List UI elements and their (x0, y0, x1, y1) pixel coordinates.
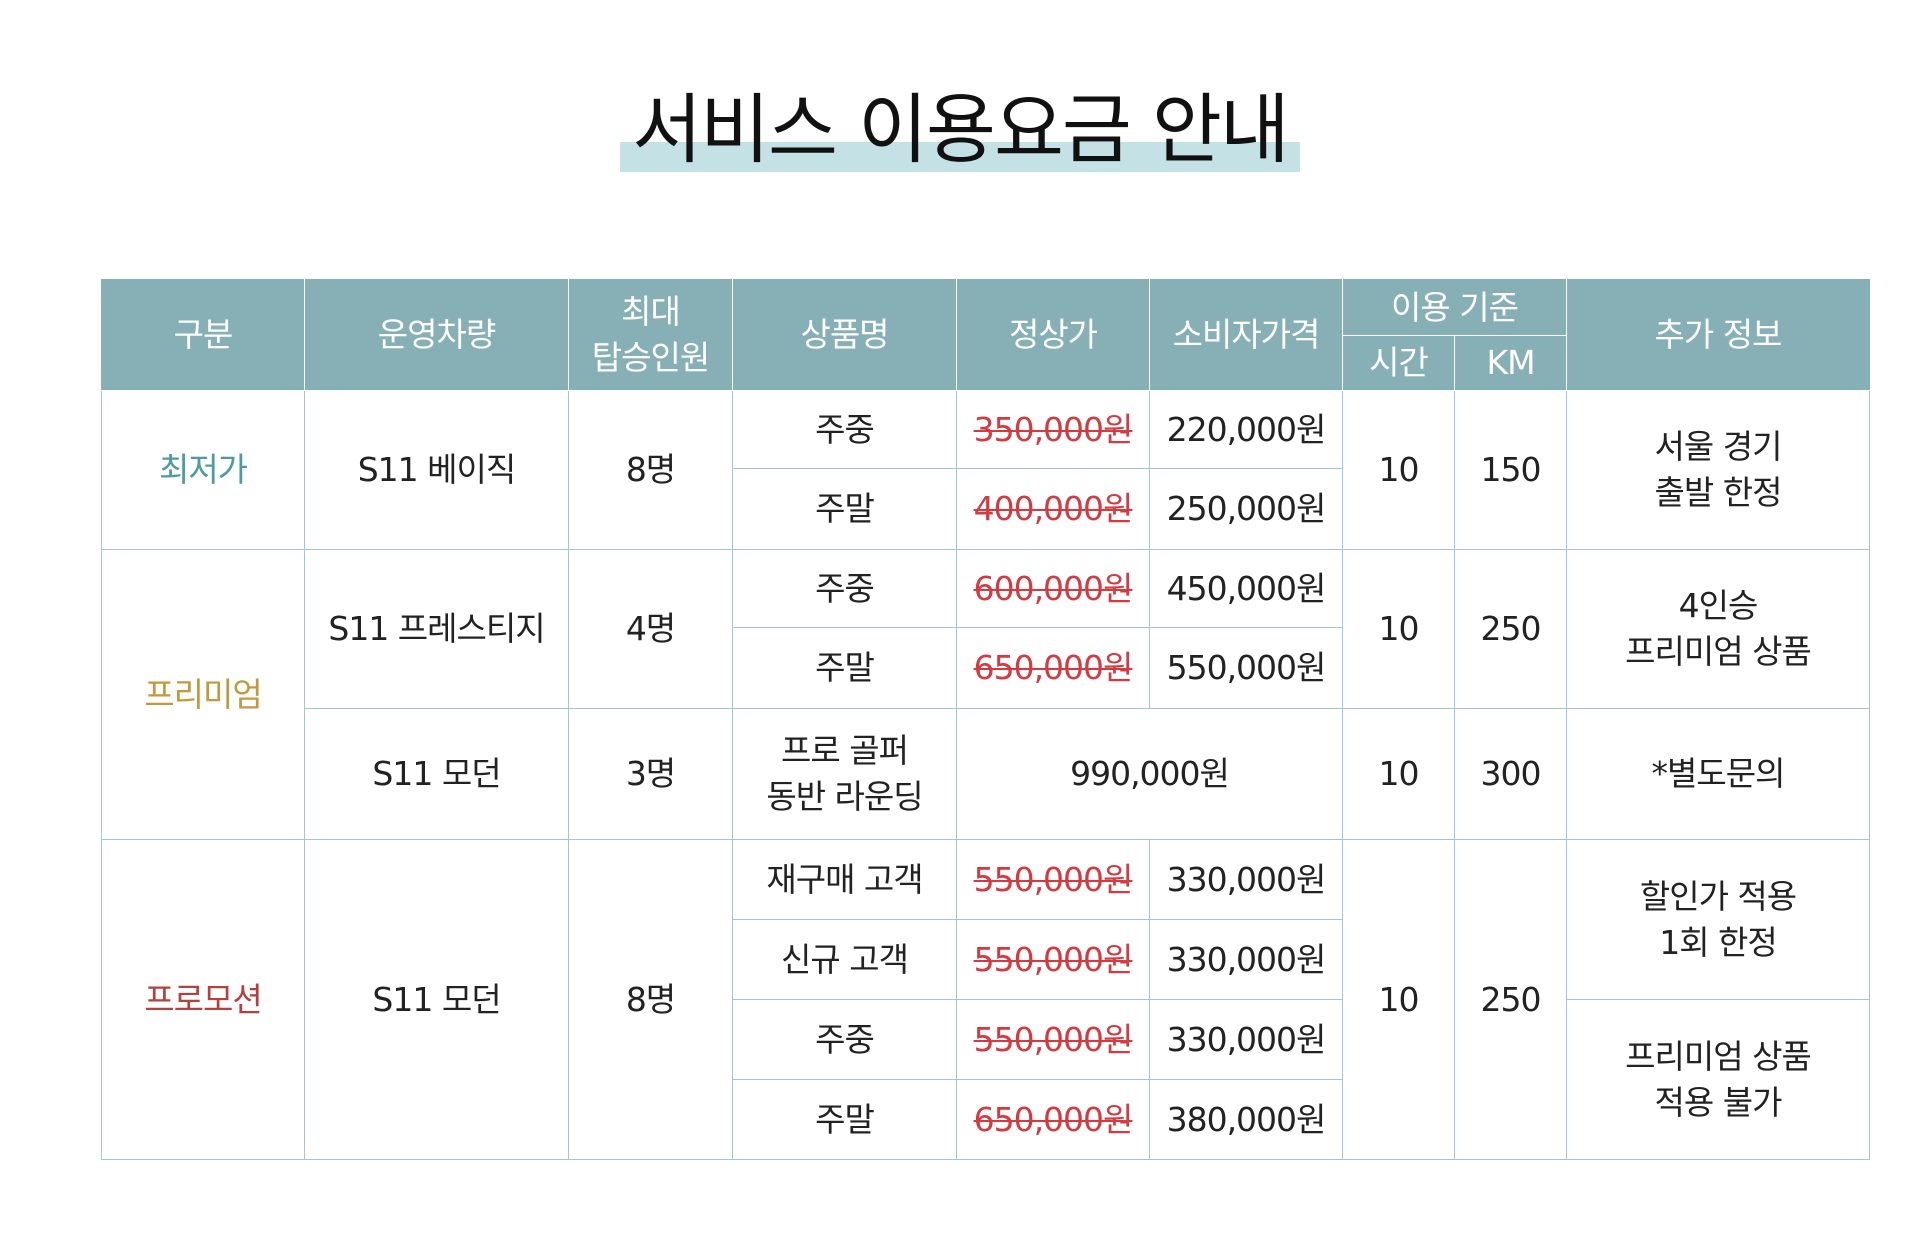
regular-price-value: 550,000원 (973, 939, 1134, 979)
header-consumer-price: 소비자가격 (1149, 279, 1343, 391)
header-km: KM (1454, 335, 1567, 391)
category-cell-premium: 프리미엄 (101, 549, 305, 840)
product-cell: 신규 고객 (732, 919, 957, 1000)
header-max-passengers-line1: 최대 (621, 292, 681, 332)
hours-cell: 10 (1342, 839, 1455, 1160)
consumer-price-cell: 380,000원 (1149, 1079, 1343, 1160)
header-hours: 시간 (1342, 335, 1455, 391)
regular-price-value: 550,000원 (973, 1019, 1134, 1059)
header-usage-basis: 이용 기준 (1342, 279, 1567, 336)
product-cell: 주말 (732, 468, 957, 550)
header-vehicle: 운영차량 (304, 279, 569, 391)
hours-cell: 10 (1342, 390, 1455, 550)
regular-price-value: 400,000원 (973, 489, 1134, 529)
extra-info-line: 출발 한정 (1654, 473, 1783, 512)
header-category: 구분 (101, 279, 305, 391)
table-row: 주말 650,000원 550,000원 (102, 627, 1870, 709)
extra-info-line: 1회 한정 (1659, 922, 1778, 962)
extra-info-line: 프리미엄 상품 (1625, 632, 1812, 671)
regular-price-value: 350,000원 (973, 409, 1134, 449)
product-cell: 주말 (732, 1079, 957, 1160)
title-box: 서비스 이용요금 안내 (620, 80, 1300, 180)
category-cell-lowest: 최저가 (101, 390, 305, 550)
hours-cell: 10 (1342, 708, 1455, 840)
table-row: 프리미엄 S11 프레스티지 4명 주중 600,000원 450,000원 1… (101, 549, 1870, 840)
hours-cell: 10 (1342, 549, 1455, 709)
passengers-cell: 8명 (568, 390, 733, 550)
regular-price-cell: 600,000원 (956, 549, 1150, 628)
title-highlight-bar (620, 142, 1300, 172)
header-max-passengers-line2: 탑승인원 (591, 338, 710, 377)
category-cell-promotion: 프로모션 (101, 839, 305, 1160)
km-cell: 250 (1454, 549, 1567, 709)
table-row: 신규 고객 550,000원 330,000원 (102, 919, 1870, 1000)
regular-price-value: 600,000원 (973, 568, 1134, 608)
consumer-price-cell: 550,000원 (1149, 627, 1343, 709)
table-row: 프로모션 S11 모던 8명 재구매 고객 550,000원 330,000원 … (101, 839, 1870, 1160)
extra-info-cell: 할인가 적용 1회 한정 (1566, 839, 1870, 1000)
table-row: 주말 650,000원 380,000원 (102, 1079, 1870, 1160)
product-cell: 재구매 고객 (732, 839, 957, 920)
extra-info-line: 적용 불가 (1654, 1082, 1783, 1122)
regular-price-cell: 650,000원 (956, 627, 1150, 709)
passengers-cell: 3명 (568, 708, 733, 840)
km-cell: 250 (1454, 839, 1567, 1160)
passengers-cell: 4명 (568, 549, 733, 709)
regular-price-value: 650,000원 (973, 1099, 1134, 1139)
regular-price-cell: 650,000원 (956, 1079, 1150, 1160)
table-row: 최저가 S11 베이직 8명 주중 350,000원 220,000원 10 1… (101, 390, 1870, 550)
regular-price-cell: 400,000원 (956, 468, 1150, 550)
header-regular-price: 정상가 (956, 279, 1150, 391)
table-row: 주말 400,000원 250,000원 (102, 468, 1870, 550)
header-product: 상품명 (732, 279, 957, 391)
title-area: 서비스 이용요금 안내 (0, 80, 1920, 180)
consumer-price-cell: 450,000원 (1149, 549, 1343, 628)
product-line: 프로 골퍼 (781, 731, 909, 771)
extra-info-line: 프리미엄 상품 (1625, 1036, 1812, 1076)
extra-info-cell: *별도문의 (1566, 708, 1870, 840)
regular-price-cell: 550,000원 (956, 999, 1150, 1080)
regular-price-cell: 350,000원 (956, 390, 1150, 469)
product-line: 동반 라운딩 (766, 777, 923, 816)
consumer-price-cell: 330,000원 (1149, 919, 1343, 1000)
passengers-cell: 8명 (568, 839, 733, 1160)
regular-price-cell: 550,000원 (956, 839, 1150, 920)
extra-info-line: 4인승 (1678, 586, 1759, 626)
regular-price-value: 650,000원 (973, 648, 1134, 688)
regular-price-value: 550,000원 (973, 859, 1134, 899)
vehicle-cell: S11 베이직 (304, 390, 569, 550)
km-cell: 300 (1454, 708, 1567, 840)
extra-info-line: 서울 경기 (1654, 427, 1783, 467)
consumer-price-cell: 330,000원 (1149, 839, 1343, 920)
consumer-price-cell: 250,000원 (1149, 468, 1343, 550)
page-title: 서비스 이용요금 안내 (632, 85, 1290, 174)
product-cell: 주말 (732, 627, 957, 709)
product-cell: 주중 (732, 549, 957, 628)
consumer-price-cell: 220,000원 (1149, 390, 1343, 469)
vehicle-cell: S11 프레스티지 (304, 549, 569, 709)
vehicle-cell: S11 모던 (304, 839, 569, 1160)
km-cell: 150 (1454, 390, 1567, 550)
consumer-price-cell: 330,000원 (1149, 999, 1343, 1080)
vehicle-cell: S11 모던 (304, 708, 569, 840)
product-cell: 주중 (732, 390, 957, 469)
header-extra-info: 추가 정보 (1566, 279, 1870, 391)
extra-info-line: 할인가 적용 (1639, 876, 1797, 916)
regular-price-cell: 550,000원 (956, 919, 1150, 1000)
price-cell-merged: 990,000원 (956, 708, 1343, 840)
product-cell: 주중 (732, 999, 957, 1080)
